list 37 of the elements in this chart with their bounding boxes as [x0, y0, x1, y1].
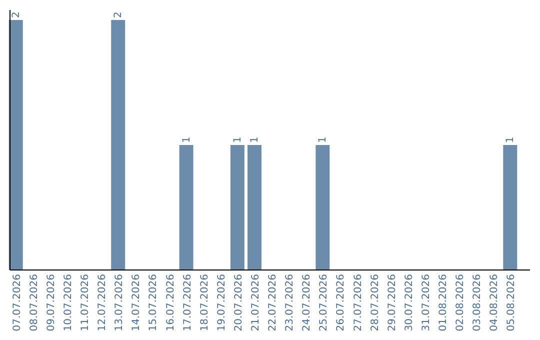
x-tick-label: 07.07.2026	[12, 274, 23, 332]
x-tick-label: 12.07.2026	[97, 274, 108, 332]
x-tick-label: 23.07.2026	[284, 274, 296, 332]
x-tick-label: 10.07.2026	[62, 274, 74, 332]
x-tick-label: 30.07.2026	[404, 274, 415, 332]
data-label: 2	[10, 12, 22, 18]
x-tick-label: 31.07.2026	[420, 274, 432, 332]
x-tick-label: 25.07.2026	[318, 274, 330, 332]
x-tick-label: 21.07.2026	[250, 274, 262, 332]
x-tick-label: 27.07.2026	[352, 274, 364, 332]
x-tick-label: 19.07.2026	[216, 274, 228, 332]
x-tick-label: 03.08.2026	[472, 274, 484, 332]
x-tick-label: 24.07.2026	[302, 274, 313, 332]
x-tick-label: 14.07.2026	[131, 274, 142, 332]
x-tick-label: 17.07.2026	[182, 274, 194, 332]
x-tick-label: 05.08.2026	[506, 274, 518, 332]
x-tick-label: 28.07.2026	[370, 274, 381, 332]
x-tick-label: 08.07.2026	[28, 274, 40, 332]
x-tick-label: 29.07.2026	[386, 274, 398, 332]
x-tick-label: 16.07.2026	[165, 274, 176, 332]
x-tick-label: 11.07.2026	[80, 274, 92, 332]
x-tick-label: 09.07.2026	[46, 274, 57, 332]
x-tick-label: 26.07.2026	[336, 274, 347, 332]
data-label: 1	[232, 136, 244, 143]
x-tick-label: 18.07.2026	[199, 274, 210, 332]
data-label: 1	[181, 136, 192, 143]
x-tick-label: 02.08.2026	[455, 274, 466, 332]
x-tick-label: 20.07.2026	[233, 274, 244, 332]
data-label: 1	[505, 136, 516, 143]
x-tick-label: 22.07.2026	[268, 274, 279, 332]
x-tick-label: 01.08.2026	[438, 274, 449, 332]
data-label: 1	[318, 136, 329, 143]
data-label: 2	[113, 12, 124, 18]
x-tick-label: 15.07.2026	[148, 274, 160, 332]
x-tick-label: 13.07.2026	[114, 274, 126, 332]
data-label: 1	[249, 136, 260, 143]
x-tick-label: 04.08.2026	[489, 274, 500, 332]
